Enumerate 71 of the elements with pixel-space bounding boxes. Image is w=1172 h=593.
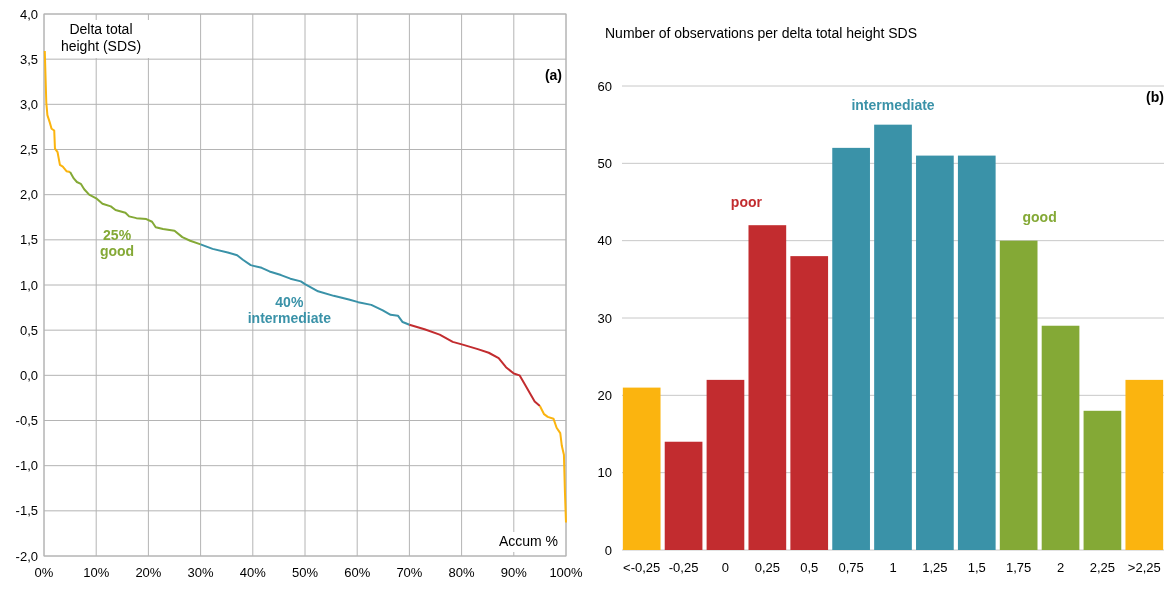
- bar: [874, 124, 912, 550]
- x-axis-title: Accum %: [498, 533, 558, 549]
- x-tick-label: 70%: [396, 564, 423, 580]
- bar: [622, 387, 661, 550]
- x-tick-label: 20%: [135, 564, 162, 580]
- x-tick-label: <-0,25: [623, 559, 661, 575]
- x-tick-label: 90%: [500, 564, 528, 580]
- bar: [748, 225, 787, 550]
- x-tick-label: 0,75: [838, 559, 864, 575]
- y-tick-label: 3,0: [19, 96, 38, 112]
- y-tick-label: 10: [597, 465, 612, 481]
- x-tick-label: 30%: [187, 564, 215, 580]
- y-tick-label: 2,0: [19, 187, 38, 203]
- bar: [832, 147, 870, 550]
- x-tick-label: 2: [1056, 559, 1065, 575]
- x-tick-label: 1,75: [1006, 559, 1032, 575]
- line-series: [199, 243, 411, 326]
- x-tick-label: 50%: [291, 564, 319, 580]
- y-tick-label: 1,0: [19, 277, 38, 293]
- line-series: [538, 405, 567, 524]
- y-tick-label: 2,5: [19, 142, 38, 158]
- bar: [790, 256, 829, 550]
- bar: [706, 379, 745, 550]
- y-tick-label: -0,5: [15, 413, 38, 429]
- x-tick-label: -0,25: [668, 559, 699, 575]
- x-tick-label: 1,5: [967, 559, 986, 575]
- y-tick-label: 50: [597, 155, 612, 171]
- line-series: [69, 171, 202, 246]
- annotation: 25% good: [99, 226, 135, 259]
- y-tick-label: 0,0: [19, 367, 38, 383]
- annotation: 40% intermediate: [247, 293, 332, 326]
- bar: [916, 155, 954, 550]
- x-tick-label: 2,25: [1089, 559, 1116, 575]
- y-tick-label: 0: [604, 542, 612, 558]
- x-tick-label: 0,5: [800, 559, 819, 575]
- bar: [999, 240, 1038, 550]
- y-tick-label: 3,5: [19, 51, 38, 67]
- annotation: (a): [544, 67, 562, 83]
- annotation: poor: [730, 193, 763, 210]
- bar: [664, 441, 703, 550]
- x-tick-label: 10%: [83, 564, 110, 580]
- y-tick-label: -2,0: [15, 548, 38, 564]
- x-tick-label: 1,25: [922, 559, 948, 575]
- x-tick-label: 40%: [239, 564, 267, 580]
- annotation: (b): [1146, 89, 1164, 105]
- y-tick-label: 20: [597, 387, 612, 403]
- x-tick-label: >2,25: [1127, 559, 1161, 575]
- y-tick-label: -1,0: [15, 458, 38, 474]
- y-axis-title: Delta total height (SDS): [60, 21, 142, 54]
- bar: [957, 155, 996, 550]
- annotation: intermediate: [851, 97, 935, 114]
- bar: [1125, 379, 1164, 550]
- x-tick-label: 1: [889, 559, 897, 575]
- y-tick-label: 0,5: [19, 322, 38, 338]
- chart-title: Number of observations per delta total height SDS: [605, 25, 918, 41]
- x-tick-label: 0: [721, 559, 730, 575]
- x-tick-label: 60%: [344, 564, 371, 580]
- y-tick-label: 1,5: [19, 232, 38, 248]
- line-series: [408, 323, 541, 408]
- x-tick-label: 0,25: [754, 559, 780, 575]
- x-tick-label: 100%: [549, 564, 584, 580]
- bar: [1041, 325, 1080, 550]
- annotation: good: [1022, 209, 1057, 226]
- x-tick-label: 80%: [448, 564, 476, 580]
- y-tick-label: 30: [597, 310, 612, 326]
- x-tick-label: 0%: [34, 564, 54, 580]
- y-tick-label: 4,0: [19, 6, 38, 22]
- y-tick-label: -1,5: [15, 503, 38, 519]
- y-tick-label: 40: [597, 233, 612, 249]
- y-tick-label: 60: [597, 78, 612, 94]
- bar: [1083, 410, 1122, 550]
